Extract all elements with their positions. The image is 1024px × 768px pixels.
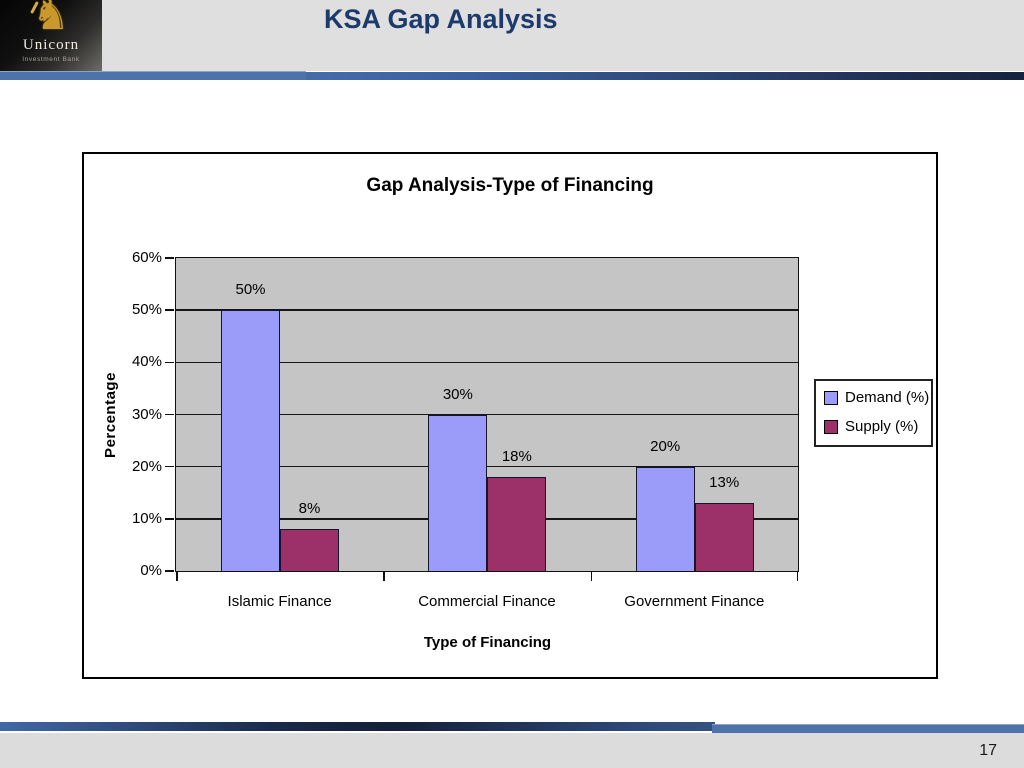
unicorn-icon: ♞ <box>32 0 70 38</box>
bar-value-label-supply-2: 13% <box>709 474 740 492</box>
y-tick-label: 20% <box>131 457 162 475</box>
y-tick <box>165 570 174 572</box>
bar-supply-1 <box>487 477 547 571</box>
page-number: 17 <box>979 742 997 759</box>
y-tick <box>165 257 174 259</box>
bar-supply-2 <box>694 503 754 571</box>
y-tick <box>165 413 174 416</box>
x-axis-title: Type of Financing <box>423 634 552 651</box>
slide-footer: 17 <box>0 733 1024 768</box>
legend-label-demand: Demand (%) <box>845 389 930 406</box>
plot-area: 0% 10% 20% 30% 40% 50% 60% 50% 30% 20% 8% 18% 13% Isl… <box>132 249 799 610</box>
footer-divider-right <box>712 724 1024 733</box>
header-divider-left <box>0 71 306 80</box>
bar-value-label-supply-1: 18% <box>501 448 532 466</box>
header-divider-right <box>298 72 1024 80</box>
bar-value-label-demand-1: 30% <box>442 385 473 403</box>
legend-swatch-demand <box>824 390 838 405</box>
y-tick-label: 40% <box>131 353 162 371</box>
y-tick-label: 60% <box>131 249 162 266</box>
legend-swatch-supply <box>824 419 838 434</box>
bar-demand-2 <box>635 466 695 571</box>
y-tick-label: 50% <box>131 301 162 319</box>
category-label-2: Government Finance <box>624 593 765 610</box>
chart-title: Gap Analysis-Type of Financing <box>366 175 654 196</box>
y-tick <box>165 361 174 364</box>
bar-demand-1 <box>428 414 488 571</box>
logo-company-subtitle: Investment Bank <box>22 56 80 63</box>
legend-item-supply: Supply (%) <box>816 412 931 441</box>
category-label-1: Commercial Finance <box>418 593 556 610</box>
legend-item-demand: Demand (%) <box>816 383 931 412</box>
bar-value-label-supply-0: 8% <box>298 500 321 518</box>
x-tick <box>590 572 593 581</box>
footer-divider-left <box>0 722 715 731</box>
x-tick <box>383 572 385 581</box>
category-label-0: Islamic Finance <box>227 593 332 610</box>
x-tick <box>796 572 798 581</box>
y-tick <box>165 518 174 520</box>
legend-label-supply: Supply (%) <box>845 418 919 435</box>
y-tick <box>165 465 174 468</box>
slide-header: ♞ Unicorn Investment Bank KSA Gap Analys… <box>0 0 1024 71</box>
x-tick <box>176 572 178 581</box>
bar-value-label-demand-2: 20% <box>650 437 681 455</box>
y-tick <box>165 309 174 311</box>
company-logo: ♞ Unicorn Investment Bank <box>0 0 102 71</box>
y-tick-label: 10% <box>131 509 162 527</box>
gridline <box>176 361 798 364</box>
y-tick-label: 0% <box>140 562 162 579</box>
gridline <box>176 309 798 311</box>
bar-demand-0 <box>221 310 280 571</box>
chart-container: Gap Analysis-Type of Financing Percentag… <box>82 152 938 679</box>
legend: Demand (%) Supply (%) <box>814 379 933 447</box>
logo-company-name: Unicorn <box>22 37 80 53</box>
bar-value-label-demand-0: 50% <box>235 281 266 299</box>
y-tick-label: 30% <box>131 405 162 423</box>
bar-supply-0 <box>280 529 339 571</box>
slide-title: KSA Gap Analysis <box>324 4 558 34</box>
